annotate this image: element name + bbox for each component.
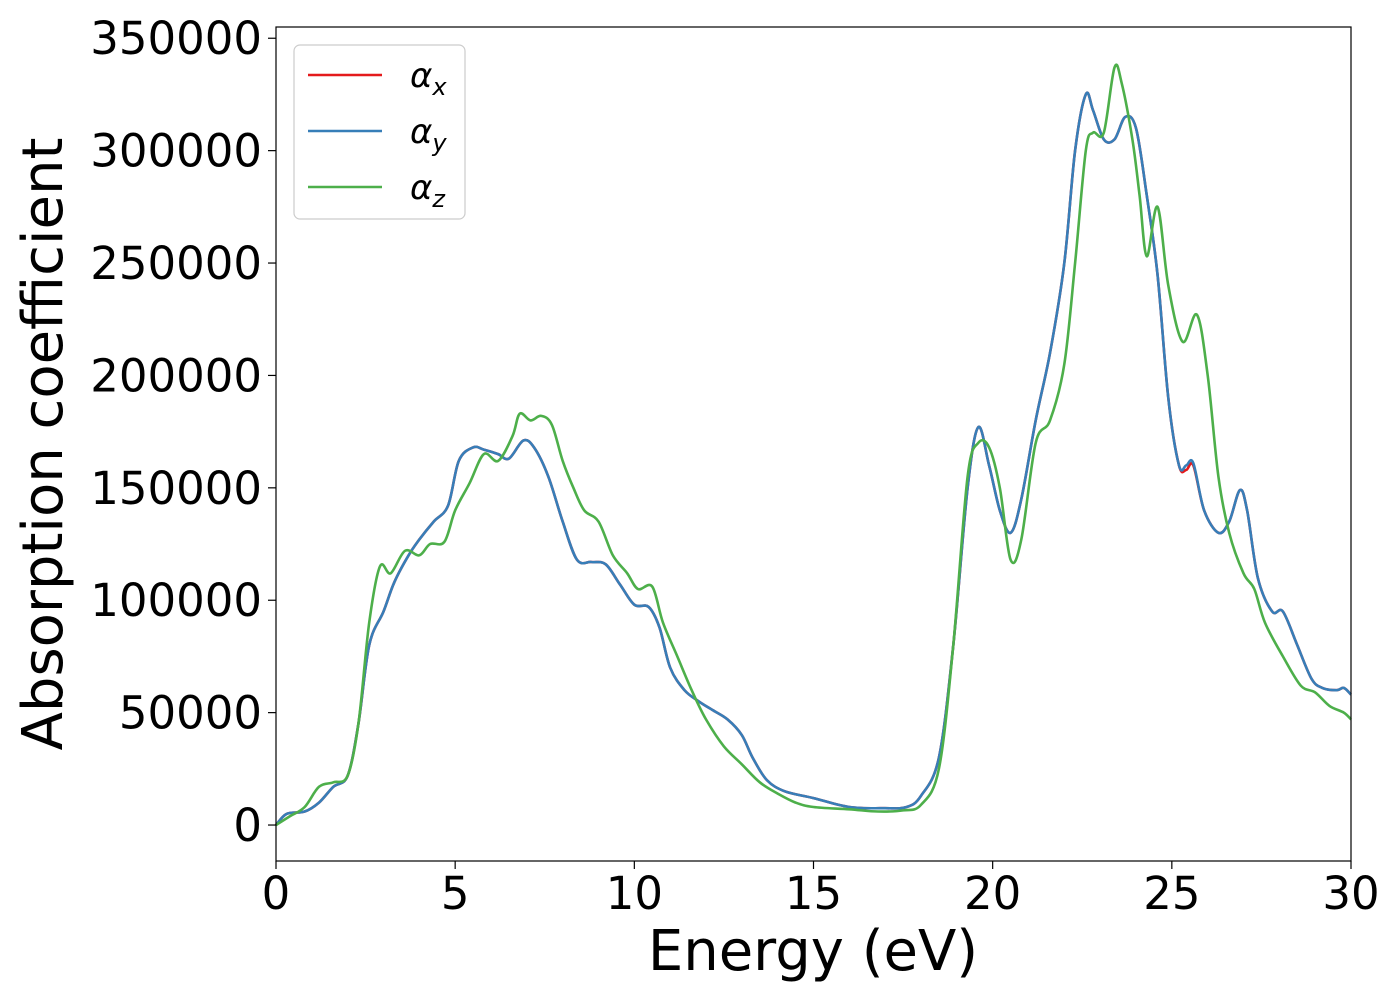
legend-label-x: αx: [410, 56, 447, 101]
y-axis-label: Absorption coefficient: [11, 138, 76, 751]
x-tick-label: 30: [1322, 867, 1379, 920]
series-line-y: [275, 91, 1352, 826]
x-axis-ticks: 0 5 10 15 20 25 30: [262, 861, 1380, 920]
y-tick-label: 350000: [90, 12, 262, 65]
y-tick-label: 0: [233, 799, 262, 852]
legend: αx αy αz: [293, 44, 466, 220]
y-tick-label: 250000: [90, 237, 262, 290]
y-tick-label: 100000: [90, 574, 262, 627]
x-tick-label: 10: [606, 867, 663, 920]
y-tick-label: 300000: [90, 125, 262, 178]
y-tick-label: 200000: [90, 349, 262, 402]
legend-label-z: αz: [410, 168, 446, 213]
x-tick-label: 0: [262, 867, 291, 920]
x-tick-label: 25: [1143, 867, 1200, 920]
legend-label-y: αy: [410, 112, 447, 157]
y-axis-ticks: 0 50000 100000 150000 200000 250000 300000 3500…: [90, 12, 276, 852]
x-tick-label: 5: [441, 867, 470, 920]
series-layer: [275, 63, 1352, 827]
y-tick-label: 50000: [119, 687, 262, 740]
y-tick-label: 150000: [90, 462, 262, 515]
x-tick-label: 20: [964, 867, 1021, 920]
series-line-z: [275, 63, 1352, 827]
x-axis-label: Energy (eV): [648, 919, 978, 984]
x-tick-label: 15: [785, 867, 842, 920]
